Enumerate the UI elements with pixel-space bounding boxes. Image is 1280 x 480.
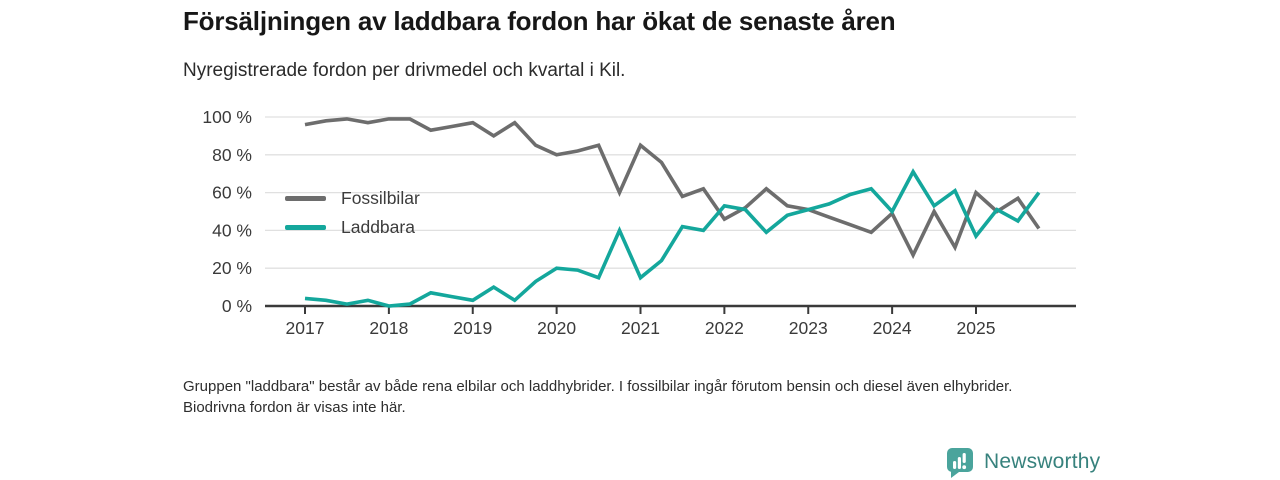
line-chart: 0 % 20 % 40 % 60 % 80 % 100 % 2017 2018 2019 2020… xyxy=(180,100,1100,350)
x-tick-label: 2022 xyxy=(705,318,744,338)
x-tick-label: 2025 xyxy=(957,318,996,338)
y-tick-label: 0 % xyxy=(222,296,252,316)
y-tick-label: 80 % xyxy=(212,145,252,165)
chart-legend: Fossilbilar Laddbara xyxy=(285,184,420,242)
series-line-laddbara xyxy=(304,168,1041,308)
newsworthy-brand: Newsworthy xyxy=(944,445,1100,479)
series-line-fossilbilar xyxy=(304,117,1041,260)
x-tick-label: 2024 xyxy=(873,318,912,338)
x-tick-label: 2021 xyxy=(621,318,660,338)
y-tick-label: 40 % xyxy=(212,220,252,240)
y-tick-label: 60 % xyxy=(212,183,252,203)
newsworthy-logo-icon xyxy=(947,448,973,478)
chart-subtitle: Nyregistrerade fordon per drivmedel och … xyxy=(183,60,626,81)
legend-item-fossilbilar: Fossilbilar xyxy=(285,184,420,213)
legend-label-fossilbilar: Fossilbilar xyxy=(341,188,420,208)
x-tick-label: 2019 xyxy=(453,318,492,338)
newsworthy-logo-text: Newsworthy xyxy=(984,450,1101,473)
legend-swatch-fossilbilar xyxy=(285,196,326,201)
chart-title: Försäljningen av laddbara fordon har öka… xyxy=(183,6,896,36)
x-tick-label: 2017 xyxy=(286,318,325,338)
line-chart-canvas: 0 % 20 % 40 % 60 % 80 % 100 % 2017 2018 2019 2020… xyxy=(202,107,1076,338)
legend-label-laddbara: Laddbara xyxy=(341,217,415,237)
x-tick-label: 2020 xyxy=(537,318,576,338)
x-tick-label: 2023 xyxy=(789,318,828,338)
legend-item-laddbara: Laddbara xyxy=(285,213,420,242)
x-tick-label: 2018 xyxy=(369,318,408,338)
y-tick-label: 100 % xyxy=(202,107,252,127)
chart-footnote: Gruppen "laddbara" består av både rena e… xyxy=(183,378,1013,416)
y-tick-label: 20 % xyxy=(212,258,252,278)
legend-swatch-laddbara xyxy=(285,225,326,230)
